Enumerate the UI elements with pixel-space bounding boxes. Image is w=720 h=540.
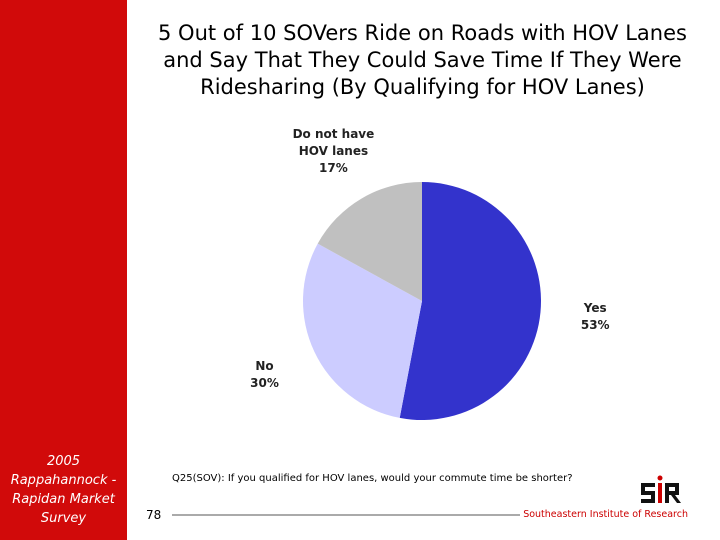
value-label: 30% (250, 376, 279, 391)
slice-label: No (255, 359, 274, 374)
pie-slice (303, 243, 422, 418)
pie-slice (399, 182, 541, 420)
slice-label: Do not have HOV lanes (292, 126, 375, 158)
pie-slice (317, 182, 422, 301)
logo (641, 475, 681, 503)
value-label: 53% (580, 318, 610, 333)
slice-label: Yes (583, 301, 607, 316)
value-label: 17% (319, 160, 348, 175)
page-number: 78 (146, 508, 162, 522)
survey-name: 2005 Rappahannock - Rapidan Market Surve… (10, 454, 117, 526)
side-panel (0, 0, 127, 540)
question-note: Q25(SOV): If you qualified for HOV lanes… (172, 473, 573, 484)
chart-title: 5 Out of 10 SOVers Ride on Roads with HO… (158, 21, 687, 99)
organization: Southeastern Institute of Research (523, 509, 688, 520)
